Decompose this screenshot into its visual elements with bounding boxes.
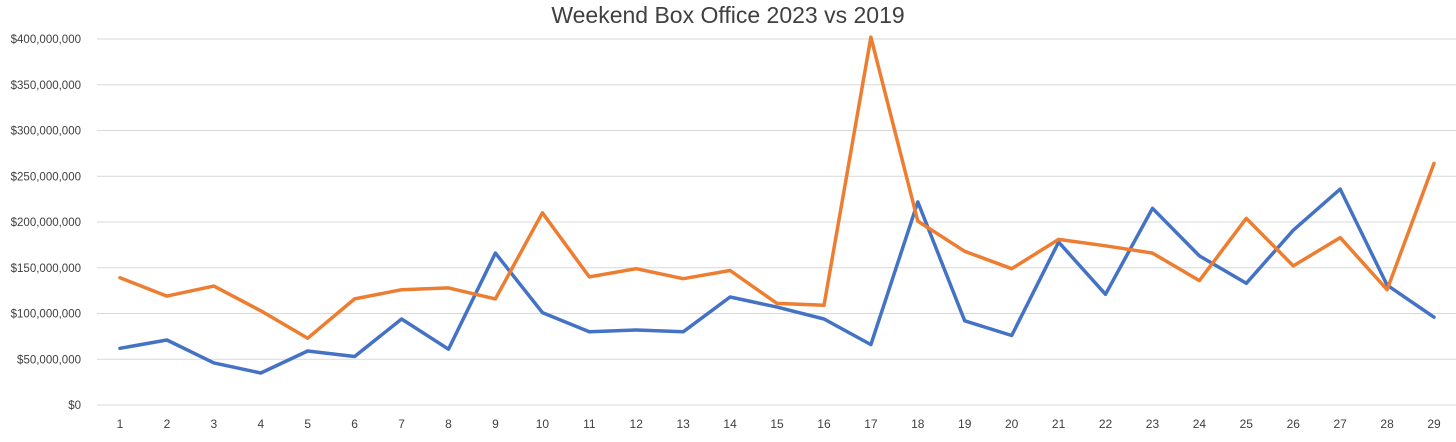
y-tick-label: $100,000,000: [11, 309, 81, 321]
y-tick-label: $50,000,000: [17, 354, 81, 366]
x-tick-label: 8: [445, 417, 452, 431]
y-axis-tick-labels: $0 $50,000,000 $100,000,000 $150,000,000 $20…: [11, 34, 81, 412]
x-tick-label: 22: [1099, 417, 1113, 431]
x-tick-label: 10: [536, 417, 550, 431]
x-tick-label: 25: [1240, 417, 1254, 431]
series-line-2: [118, 35, 1436, 340]
x-tick-label: 21: [1052, 417, 1066, 431]
x-tick-label: 27: [1334, 417, 1348, 431]
y-tick-label: $400,000,000: [11, 34, 81, 46]
y-tick-label: $350,000,000: [11, 80, 81, 92]
series-line-1: [118, 187, 1436, 375]
y-tick-label: $300,000,000: [11, 126, 81, 138]
x-tick-label: 1: [117, 417, 124, 431]
x-tick-label: 14: [723, 417, 737, 431]
x-tick-label: 26: [1287, 417, 1301, 431]
series-lines: [118, 35, 1436, 375]
x-tick-label: 7: [398, 417, 405, 431]
x-tick-label: 24: [1193, 417, 1207, 431]
x-tick-label: 11: [583, 417, 596, 431]
x-tick-label: 2: [164, 417, 171, 431]
x-tick-label: 6: [351, 417, 358, 431]
x-tick-label: 19: [958, 417, 972, 431]
x-tick-label: 17: [864, 417, 878, 431]
x-tick-label: 12: [630, 417, 644, 431]
x-tick-label: 29: [1427, 417, 1441, 431]
chart-title: Weekend Box Office 2023 vs 2019: [551, 2, 905, 28]
y-tick-label: $200,000,000: [11, 217, 81, 229]
y-tick-label: $150,000,000: [11, 263, 81, 275]
x-tick-label: 13: [676, 417, 690, 431]
x-tick-label: 16: [817, 417, 831, 431]
x-tick-label: 28: [1380, 417, 1394, 431]
x-tick-label: 3: [211, 417, 218, 431]
x-tick-label: 4: [257, 417, 264, 431]
x-tick-label: 23: [1146, 417, 1160, 431]
x-tick-label: 20: [1005, 417, 1019, 431]
x-tick-label: 9: [492, 417, 499, 431]
y-tick-label: $0: [68, 400, 81, 412]
y-tick-label: $250,000,000: [11, 171, 81, 183]
x-tick-label: 18: [911, 417, 925, 431]
x-axis-tick-labels: 1 2 3 4 5 6 7 8 9 10 11 12 13 14 15 16 17 18 19 20 21 22 23 24 2…: [117, 417, 1441, 431]
x-tick-label: 5: [304, 417, 311, 431]
x-tick-label: 15: [770, 417, 784, 431]
gridlines: [97, 38, 1456, 406]
